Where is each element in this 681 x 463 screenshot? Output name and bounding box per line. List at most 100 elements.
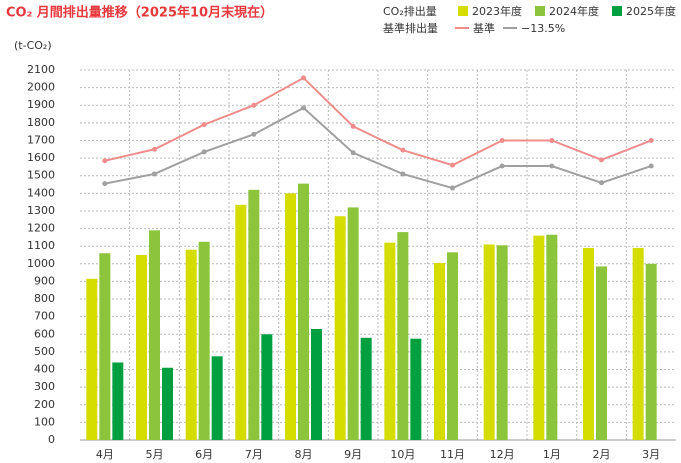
line-marker — [549, 163, 555, 169]
y-tick-label: 900 — [34, 274, 55, 287]
line-marker — [201, 149, 207, 155]
x-tick-label: 6月 — [195, 448, 213, 461]
legend-label: 2024年度 — [549, 4, 599, 18]
x-tick-label: 7月 — [245, 448, 263, 461]
line-marker — [400, 171, 406, 177]
bar — [112, 362, 124, 440]
y-tick-label: 800 — [34, 292, 55, 305]
bar — [248, 189, 260, 440]
y-axis-label: (t-CO₂) — [14, 39, 52, 52]
bar — [285, 193, 296, 440]
x-tick-label: 5月 — [146, 448, 164, 461]
y-tick-label: 200 — [34, 398, 55, 411]
line-marker — [152, 171, 157, 177]
line-marker — [549, 137, 555, 143]
bar — [533, 235, 545, 440]
legend-label: 基準 — [473, 21, 495, 35]
line-marker — [201, 122, 207, 128]
y-tick-label: 1200 — [27, 222, 55, 235]
y-tick-label: 300 — [34, 380, 55, 393]
line-marker — [400, 147, 406, 153]
x-tick-label: 9月 — [344, 448, 362, 461]
legend-label: 2023年度 — [472, 4, 522, 18]
y-tick-label: 1500 — [27, 169, 55, 182]
bar — [347, 207, 359, 440]
line-marker — [102, 181, 108, 187]
bar — [298, 183, 309, 440]
line-marker — [152, 146, 157, 152]
y-tick-label: 2000 — [27, 81, 55, 94]
x-tick-label: 8月 — [295, 448, 313, 461]
line — [104, 76, 652, 167]
bar — [334, 216, 346, 440]
chart-title: CO₂ 月間排出量推移（2025年10月末現在） — [6, 5, 273, 21]
line-marker — [450, 185, 455, 191]
x-tick-label: 1月 — [543, 448, 561, 461]
bar — [185, 249, 197, 440]
x-tick-label: 12月 — [490, 448, 515, 461]
bar — [136, 255, 147, 440]
y-tick-label: 1700 — [27, 133, 55, 146]
x-tick-label: 4月 — [96, 448, 114, 461]
bar — [198, 241, 210, 440]
bar — [235, 204, 247, 440]
x-tick-label: 11月 — [440, 448, 465, 461]
line-marker — [450, 162, 455, 168]
y-tick-label: 1800 — [27, 116, 55, 129]
x-tick-label: 3月 — [642, 448, 660, 461]
line-marker — [499, 163, 505, 169]
line-marker — [102, 158, 108, 164]
y-tick-label: 1100 — [27, 239, 55, 252]
y-tick-label: 500 — [34, 345, 55, 358]
line-marker — [499, 137, 505, 143]
legend-title: 基準排出量 — [383, 21, 438, 35]
legend-title: CO₂排出量 — [383, 4, 437, 18]
bar — [384, 242, 396, 440]
y-tick-label: 1300 — [27, 204, 55, 217]
bar — [496, 245, 508, 440]
line — [104, 106, 652, 190]
legend-label: 2025年度 — [626, 4, 676, 18]
bar — [546, 234, 558, 440]
bar — [149, 230, 160, 440]
line-marker — [301, 105, 306, 111]
bar — [261, 334, 273, 440]
line-marker — [301, 75, 306, 81]
y-tick-label: 2100 — [27, 63, 55, 76]
line-marker — [350, 123, 356, 129]
bar — [162, 367, 173, 440]
y-tick-label: 1400 — [27, 186, 55, 199]
y-tick-label: 600 — [34, 327, 55, 340]
legend-swatch — [458, 6, 468, 16]
line-marker — [599, 157, 604, 163]
legend-swatch — [612, 6, 622, 16]
y-tick-label: 400 — [34, 363, 55, 376]
legend-swatch — [535, 6, 545, 16]
bar — [583, 247, 594, 440]
line-marker — [350, 150, 356, 156]
y-tick-label: 700 — [34, 310, 55, 323]
bar — [632, 247, 644, 440]
line-marker — [648, 137, 654, 143]
bar — [410, 338, 422, 440]
bar — [434, 262, 445, 440]
y-tick-label: 100 — [34, 415, 55, 428]
legend-label: −13.5% — [521, 22, 565, 35]
bar — [447, 252, 458, 440]
bar — [596, 266, 607, 440]
bar — [483, 244, 495, 440]
y-tick-label: 0 — [48, 433, 55, 446]
bar — [645, 263, 657, 440]
bar — [86, 278, 98, 440]
line-marker — [251, 131, 257, 137]
line-marker — [251, 102, 257, 108]
bar — [99, 253, 111, 440]
x-tick-label: 10月 — [390, 448, 415, 461]
line-marker — [599, 180, 604, 186]
y-tick-label: 1600 — [27, 151, 55, 164]
bar — [397, 232, 409, 440]
x-tick-label: 2月 — [593, 448, 611, 461]
line-marker — [648, 163, 654, 169]
bar — [211, 356, 223, 440]
